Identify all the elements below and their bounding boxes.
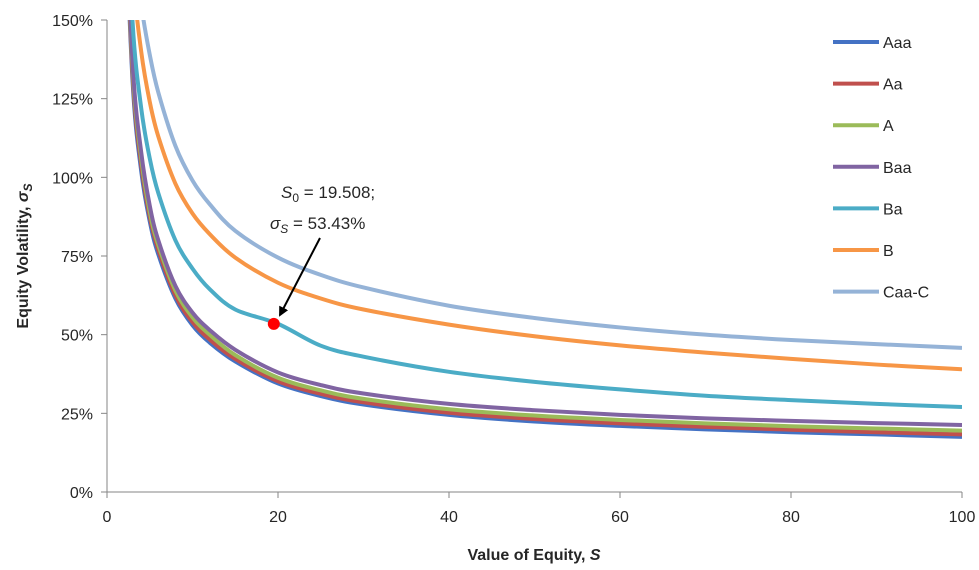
series-line-aaa — [127, 20, 962, 439]
x-tick-label: 20 — [269, 509, 287, 526]
y-tick-label: 50% — [61, 328, 93, 345]
legend: Aaa Aa A Baa Ba B Caa-C — [833, 35, 929, 302]
y-axis-title: Equity Volatility, σS — [15, 183, 35, 328]
annotation-line-2: σS = 53.43% — [270, 214, 365, 236]
series-line-caa-c — [141, 20, 962, 350]
series-line-ba — [130, 20, 962, 410]
x-tick-label: 40 — [440, 509, 458, 526]
legend-label-a: A — [883, 118, 894, 135]
legend-label-baa: Baa — [883, 160, 912, 177]
legend-label-b: B — [883, 243, 894, 260]
highlight-point-group — [267, 317, 280, 330]
series-line-aa — [127, 20, 962, 437]
annotation: S0 = 19.508; σS = 53.43% — [270, 183, 375, 317]
y-tick-label: 0% — [70, 485, 93, 502]
x-tick-label: 100 — [949, 509, 976, 526]
series-line-b — [135, 20, 962, 372]
highlight-point — [267, 317, 280, 330]
x-axis-title: Value of Equity, S — [467, 547, 600, 564]
series-line-a — [128, 20, 962, 433]
series-line-baa — [128, 20, 962, 427]
series-lines — [127, 20, 962, 439]
x-ticks: 0 20 40 60 80 100 — [103, 492, 976, 526]
annotation-arrow — [279, 237, 321, 317]
legend-label-caa-c: Caa-C — [883, 285, 929, 302]
y-tick-label: 25% — [61, 406, 93, 423]
y-ticks: 0% 25% 50% 75% 100% 125% 150% — [52, 13, 107, 502]
y-tick-label: 75% — [61, 249, 93, 266]
annotation-line-1: S0 = 19.508; — [281, 183, 375, 205]
x-tick-label: 80 — [782, 509, 800, 526]
x-tick-label: 60 — [611, 509, 629, 526]
y-tick-label: 150% — [52, 13, 93, 30]
legend-label-ba: Ba — [883, 201, 903, 218]
y-tick-label: 100% — [52, 170, 93, 187]
legend-label-aaa: Aaa — [883, 35, 912, 52]
legend-label-aa: Aa — [883, 77, 903, 94]
x-tick-label: 0 — [103, 509, 112, 526]
y-tick-label: 125% — [52, 92, 93, 109]
